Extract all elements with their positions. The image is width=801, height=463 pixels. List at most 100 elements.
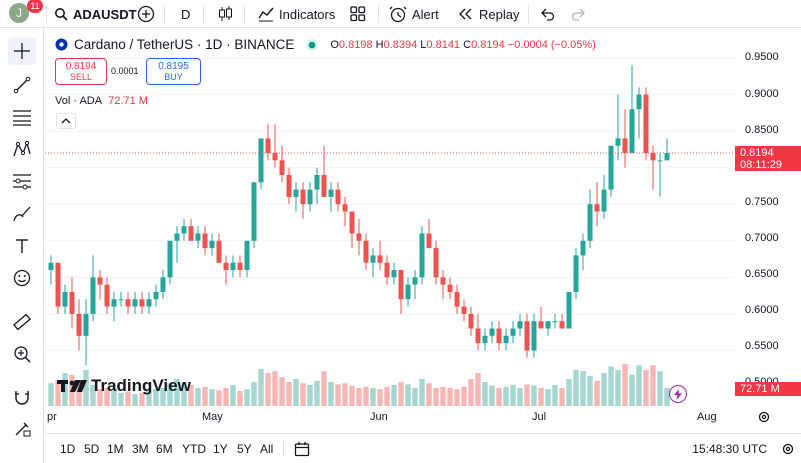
pattern-tool[interactable] [8,135,36,163]
candle-body [321,174,327,197]
volume-bar [356,388,362,406]
indicators-button[interactable]: Indicators [258,0,335,28]
candle-body [48,262,54,271]
candle-body [272,153,278,161]
emoji-tool[interactable] [8,264,36,292]
chevron-up-icon [61,118,71,124]
price-chart[interactable] [45,28,735,406]
volume-bar [286,382,292,406]
forecast-tool[interactable] [8,167,36,195]
candle-body [62,291,68,307]
collapse-legend-button[interactable] [56,113,76,129]
magnet-tool[interactable] [8,383,36,411]
range-1d[interactable]: 1D [60,442,76,456]
candle-body [342,204,348,212]
replay-button[interactable]: Replay [458,0,519,28]
candle-body [573,255,579,292]
settings-gear-icon[interactable] [757,410,771,424]
search-icon [55,8,68,21]
lock-drawing-tool[interactable] [8,415,36,443]
candle-body [566,291,572,329]
fast-trade-button[interactable] [669,385,687,403]
candle-body [489,328,495,336]
drawing-toolbar [0,28,44,463]
buy-button[interactable]: 0.8195 BUY [146,58,201,85]
interval-label: D [181,6,191,22]
volume-bar [55,380,61,406]
candle-body [174,233,180,241]
price-axis[interactable]: 0.9500 0.9000 0.8500 0.7500 0.7000 0.650… [735,28,801,406]
volume-bar [475,373,481,406]
volume-bar [153,389,159,406]
volume-bar [328,382,334,406]
volume-value: 72.71 M [108,95,148,107]
volume-bar [104,388,110,406]
crosshair-tool[interactable] [8,37,36,65]
volume-bar [531,385,537,406]
range-5d[interactable]: 5D [84,442,100,456]
go-to-date-button[interactable] [294,434,310,463]
range-1y[interactable]: 1Y [213,442,228,456]
candle-body [181,226,187,234]
candle-body [440,277,446,285]
plus-circle-icon [137,5,155,23]
divider [203,5,204,23]
volume-bar [559,388,565,406]
candle-body [209,240,215,249]
range-ytd[interactable]: YTD [182,442,206,456]
volume-bar [132,394,138,406]
notification-badge: 11 [27,0,43,13]
chart-type-button[interactable] [216,0,234,28]
alert-button[interactable]: Alert [389,0,439,28]
redo-button[interactable] [571,0,587,28]
candle-body [531,321,537,351]
symbol-search-button[interactable]: ADAUSDT [54,0,137,28]
range-all[interactable]: All [260,442,274,456]
zoom-tool[interactable] [8,340,36,368]
price-tick: 0.6500 [745,268,779,280]
buy-label: BUY [164,71,183,82]
time-label: May [202,411,223,423]
volume-bar [370,388,376,406]
volume-bar [622,364,628,406]
candle-body [405,284,411,300]
layouts-button[interactable] [350,0,366,28]
chart-pane[interactable]: TradingView Cardano / TetherUS · 1D · BI… [45,28,801,433]
settings-gear-icon[interactable] [781,442,795,456]
candle-body [300,189,306,205]
volume-bar [482,382,488,406]
volume-bar [580,371,586,406]
candle-body [650,153,656,161]
divider [283,441,284,457]
trend-line-tool[interactable] [8,71,36,99]
fib-tool[interactable] [8,103,36,131]
volume-bar [48,383,54,406]
candle-body [384,262,390,278]
user-avatar[interactable]: J [9,3,29,23]
volume-bar [223,388,229,406]
range-1m[interactable]: 1M [107,442,124,456]
interval-button[interactable]: D [181,0,190,28]
candle-body [664,153,670,161]
chart-legend: Cardano / TetherUS · 1D · BINANCE O0.819… [55,37,596,52]
undo-button[interactable] [539,0,555,28]
sell-button[interactable]: 0.8194 SELL [55,58,107,85]
compare-button[interactable] [137,0,155,28]
candle-body [97,277,103,285]
range-3m[interactable]: 3M [132,442,149,456]
range-5y[interactable]: 5Y [237,442,252,456]
brush-tool[interactable] [8,200,36,228]
candle-body [111,299,117,307]
candle-body [608,145,614,190]
volume-bar [118,392,124,406]
symbol-title[interactable]: Cardano / TetherUS · 1D · BINANCE [74,37,295,52]
volume-bar [440,386,446,406]
range-6m[interactable]: 6M [156,442,173,456]
spread-value: 0.0001 [111,66,139,76]
timezone-clock[interactable]: 15:48:30 UTC [692,442,767,456]
candle-body [356,233,362,241]
candle-body [615,138,621,146]
candle-body [377,255,383,263]
measure-tool[interactable] [8,308,36,336]
text-tool[interactable] [8,232,36,260]
